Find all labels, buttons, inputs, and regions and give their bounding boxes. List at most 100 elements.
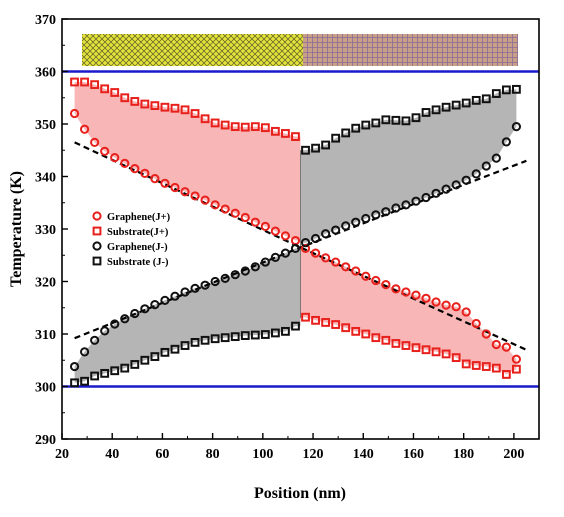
- point-substrate-j: [461, 98, 471, 108]
- point-graphene-j: [300, 238, 311, 248]
- point-graphene-j: [341, 262, 351, 272]
- point-graphene-j: [321, 229, 331, 239]
- point-graphene-j: [240, 212, 250, 223]
- x-tick-label: 200: [503, 447, 524, 462]
- point-graphene-j: [401, 287, 411, 297]
- point-graphene-j: [421, 192, 431, 203]
- x-tick-label: 40: [105, 447, 119, 462]
- point-graphene-j: [491, 339, 501, 350]
- point-graphene-j: [110, 319, 120, 329]
- legend-marker-graphene-j: [92, 211, 102, 221]
- point-substrate-j: [210, 118, 220, 128]
- point-substrate-j: [421, 108, 431, 117]
- point-graphene-j: [371, 275, 381, 286]
- point-graphene-j: [391, 203, 401, 213]
- point-substrate-j: [260, 330, 270, 339]
- point-substrate-j: [491, 89, 501, 98]
- point-substrate-j: [451, 353, 461, 363]
- y-tick-label: 360: [35, 66, 56, 81]
- x-tick-label: 100: [252, 447, 273, 462]
- point-substrate-j: [421, 345, 431, 355]
- point-graphene-j: [90, 137, 100, 147]
- point-substrate-j: [291, 321, 300, 331]
- data-markers: [69, 77, 522, 388]
- point-graphene-j: [361, 271, 371, 281]
- point-graphene-j: [69, 108, 80, 119]
- point-substrate-j: [270, 328, 280, 338]
- shaded-region-1: [74, 82, 301, 241]
- point-graphene-j: [270, 226, 280, 236]
- point-graphene-j: [270, 252, 280, 262]
- point-substrate-j: [160, 102, 170, 112]
- point-graphene-j: [501, 137, 511, 147]
- point-substrate-j: [471, 361, 481, 370]
- shaded-region-2: [74, 248, 301, 383]
- point-graphene-j: [120, 158, 130, 168]
- point-substrate-j: [200, 335, 210, 345]
- axes: 20 40 60 80 100 120 140 160 180 200 290 300 310 320 33…: [35, 13, 524, 462]
- point-substrate-j: [481, 94, 491, 104]
- point-graphene-j: [431, 188, 441, 198]
- point-substrate-j: [411, 113, 421, 123]
- point-substrate-j: [100, 84, 110, 94]
- point-substrate-j: [90, 80, 100, 90]
- point-substrate-j: [431, 347, 441, 357]
- point-substrate-j: [361, 120, 371, 130]
- point-graphene-j: [411, 290, 421, 300]
- point-graphene-j: [310, 233, 321, 244]
- point-graphene-j: [511, 354, 522, 364]
- point-substrate-j: [150, 101, 160, 111]
- point-substrate-j: [210, 334, 220, 344]
- point-substrate-j: [321, 318, 331, 327]
- point-graphene-j: [331, 257, 341, 267]
- point-graphene-j: [110, 153, 120, 163]
- point-substrate-j: [220, 120, 230, 130]
- point-substrate-j: [371, 333, 381, 343]
- point-graphene-j: [351, 266, 361, 276]
- point-graphene-j: [160, 178, 170, 188]
- fit-lines: [74, 141, 527, 351]
- point-graphene-j: [69, 361, 80, 372]
- point-graphene-j: [361, 213, 371, 224]
- point-substrate-j: [120, 93, 130, 103]
- point-graphene-j: [471, 318, 481, 329]
- point-graphene-j: [501, 342, 511, 352]
- y-tick-label: 290: [35, 433, 56, 448]
- point-graphene-j: [441, 184, 451, 194]
- point-substrate-j: [130, 97, 140, 106]
- y-tick-label: 340: [35, 171, 56, 186]
- point-graphene-j: [471, 169, 481, 179]
- point-substrate-j: [311, 143, 320, 153]
- legend: Graphene(J+) Substrate(J+) Graphene(J-) Sub…: [92, 211, 171, 268]
- y-tick-label: 320: [35, 276, 56, 291]
- point-substrate-j: [150, 352, 160, 361]
- point-graphene-j: [250, 262, 260, 272]
- point-substrate-j: [250, 122, 260, 132]
- point-graphene-j: [230, 208, 240, 218]
- point-substrate-j: [220, 333, 230, 343]
- point-graphene-j: [240, 266, 250, 276]
- point-graphene-j: [140, 168, 150, 178]
- point-substrate-j: [110, 366, 120, 376]
- point-graphene-j: [170, 291, 180, 301]
- point-graphene-j: [180, 187, 190, 197]
- point-graphene-j: [100, 146, 110, 156]
- point-substrate-j: [512, 364, 521, 374]
- x-tick-label: 60: [155, 447, 169, 462]
- point-graphene-j: [381, 280, 391, 290]
- shaded-region-3: [300, 89, 517, 243]
- point-substrate-j: [180, 341, 190, 350]
- fit-line-1: [74, 141, 527, 351]
- point-substrate-j: [140, 355, 150, 365]
- point-substrate-j: [501, 85, 511, 95]
- point-substrate-j: [70, 378, 79, 388]
- shaded-regions: [74, 82, 517, 383]
- point-substrate-j: [441, 349, 451, 359]
- point-substrate-j: [240, 331, 250, 340]
- point-substrate-j: [431, 105, 441, 115]
- fit-line-2: [74, 159, 527, 340]
- point-substrate-j: [351, 326, 361, 336]
- point-graphene-j: [130, 308, 140, 319]
- point-substrate-j: [190, 338, 200, 347]
